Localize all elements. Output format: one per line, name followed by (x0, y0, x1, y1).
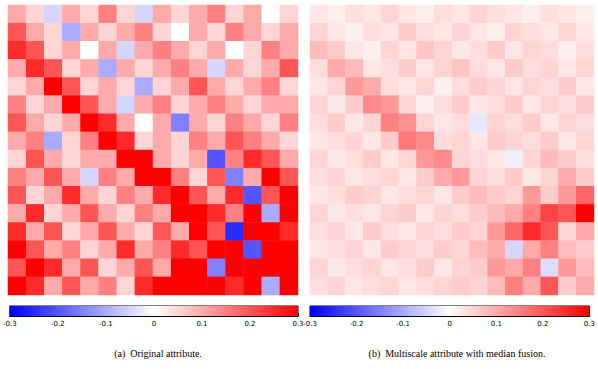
svg-text:-0.3: -0.3 (303, 320, 317, 328)
svg-text:0: 0 (152, 320, 156, 328)
svg-text:0.1: 0.1 (196, 320, 207, 328)
svg-text:0.2: 0.2 (537, 320, 548, 328)
svg-text:-0.1: -0.1 (396, 320, 410, 328)
svg-text:0.3: 0.3 (584, 320, 595, 328)
svg-text:-0.2: -0.2 (51, 320, 65, 328)
svg-text:0.3: 0.3 (292, 320, 303, 328)
svg-text:(b) Multiscale attribute with: (b) Multiscale attribute with median fus… (369, 348, 546, 360)
svg-text:0: 0 (447, 320, 451, 328)
svg-text:0.1: 0.1 (491, 320, 502, 328)
svg-text:-0.1: -0.1 (99, 320, 113, 328)
svg-text:0.2: 0.2 (244, 320, 255, 328)
svg-text:-0.2: -0.2 (350, 320, 364, 328)
svg-text:-0.3: -0.3 (3, 320, 17, 328)
svg-text:(a) Original attribute.: (a) Original attribute. (114, 348, 202, 360)
